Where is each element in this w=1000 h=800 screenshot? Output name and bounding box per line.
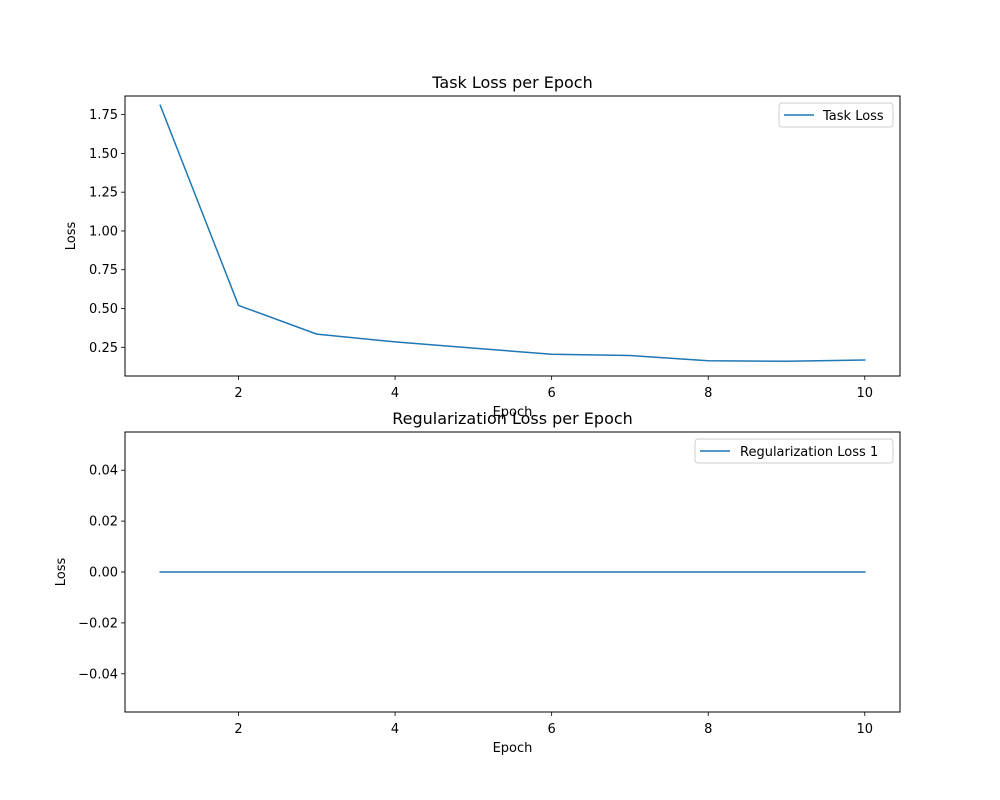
regularization-loss-x-tick-label: 6 (548, 722, 556, 737)
regularization-loss-x-tick-label: 2 (234, 722, 242, 737)
task-loss-y-tick-label: 1.00 (89, 224, 118, 239)
task-loss-series (159, 104, 866, 363)
task-loss-x-tick-label: 10 (856, 386, 873, 401)
task-loss-title: Task Loss per Epoch (431, 73, 592, 92)
regularization-loss-plot: Regularization Loss per Epoch 2 4 6 8 10 −0.… (54, 409, 901, 756)
task-loss-plot: Task Loss per Epoch 2 4 6 8 10 0.25 0.50 0.75 1… (64, 73, 901, 420)
regularization-loss-x-tick-label: 8 (704, 722, 712, 737)
task-loss-x-tick-label: 6 (548, 386, 556, 401)
regularization-loss-legend: Regularization Loss 1 (694, 438, 894, 464)
task-loss-legend-label: Task Loss (822, 109, 884, 124)
task-loss-x-tick-label: 4 (391, 386, 399, 401)
task-loss-legend-box (778, 102, 894, 128)
regularization-loss-x-ticks: 2 4 6 8 10 (234, 712, 873, 737)
task-loss-xlabel: Epoch (493, 405, 533, 420)
regularization-loss-legend-label: Regularization Loss 1 (740, 445, 878, 460)
task-loss-series-line (159, 104, 866, 363)
regularization-loss-ylabel: Loss (54, 558, 69, 587)
regularization-loss-y-tick-label: −0.04 (78, 667, 118, 682)
task-loss-ylabel: Loss (64, 222, 79, 251)
task-loss-y-tick-label: 1.75 (89, 108, 118, 123)
task-loss-y-tick-label: 0.25 (89, 341, 118, 356)
task-loss-legend: Task Loss (778, 102, 894, 128)
task-loss-y-tick-label: 0.50 (89, 302, 118, 317)
task-loss-y-tick-label: 1.50 (89, 147, 118, 162)
task-loss-y-tick-label: 1.25 (89, 186, 118, 201)
task-loss-x-tick-label: 8 (704, 386, 712, 401)
regularization-loss-xlabel: Epoch (493, 741, 533, 756)
task-loss-axes-frame (124, 95, 901, 377)
regularization-loss-title: Regularization Loss per Epoch (392, 409, 633, 428)
regularization-loss-y-tick-label: 0.04 (89, 464, 118, 479)
task-loss-x-ticks: 2 4 6 8 10 (234, 376, 873, 401)
regularization-loss-x-tick-label: 10 (856, 722, 873, 737)
regularization-loss-x-tick-label: 4 (391, 722, 399, 737)
task-loss-y-tick-label: 0.75 (89, 263, 118, 278)
regularization-loss-y-tick-label: 0.02 (89, 515, 118, 530)
regularization-loss-y-ticks: −0.04 −0.02 0.00 0.02 0.04 (78, 464, 125, 682)
task-loss-y-ticks: 0.25 0.50 0.75 1.00 1.25 1.50 1.75 (89, 108, 125, 356)
regularization-loss-y-tick-label: −0.02 (78, 616, 118, 631)
task-loss-x-tick-label: 2 (234, 386, 242, 401)
regularization-loss-legend-box (694, 438, 894, 464)
regularization-loss-y-tick-label: 0.00 (89, 566, 118, 581)
